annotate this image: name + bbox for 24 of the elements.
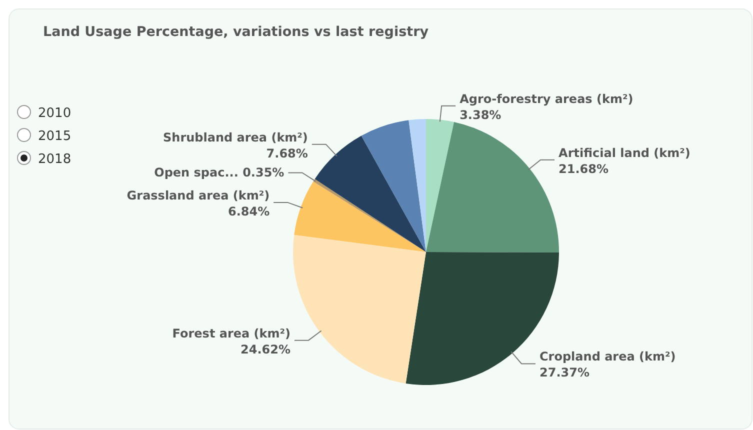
data-label: 27.37% (540, 366, 590, 380)
slice-label: Open spac... (154, 166, 238, 180)
slice-label: Forest area (km²) (172, 326, 290, 340)
slice-label: Artificial land (km²) (558, 146, 690, 160)
pie-slice (426, 119, 454, 252)
data-label: 7.68% (266, 146, 308, 160)
data-label: 3.38% (460, 108, 502, 122)
pie-slice (313, 179, 426, 252)
chart-title: Land Usage Percentage, variations vs last registry (43, 24, 429, 40)
slice-label: Grassland area (km²) (126, 188, 270, 202)
data-label: 24.62% (240, 342, 290, 356)
pie-slice (314, 136, 426, 252)
slice-label: Shrubland area (km²) (163, 130, 308, 144)
slice-label: Cropland area (km²) (540, 350, 676, 364)
pie-slice (426, 122, 559, 252)
pie-slice (294, 182, 426, 252)
slice-label: Agro-forestry areas (km²) (460, 92, 634, 106)
data-label: 21.68% (558, 162, 609, 176)
year-selector: 2010 2015 2018 (17, 105, 72, 167)
pie-slice (361, 120, 426, 252)
data-label: 0.35% (242, 166, 284, 180)
data-label: 6.84% (228, 204, 270, 218)
pie-slice (408, 119, 426, 252)
pie-slice (293, 234, 426, 384)
